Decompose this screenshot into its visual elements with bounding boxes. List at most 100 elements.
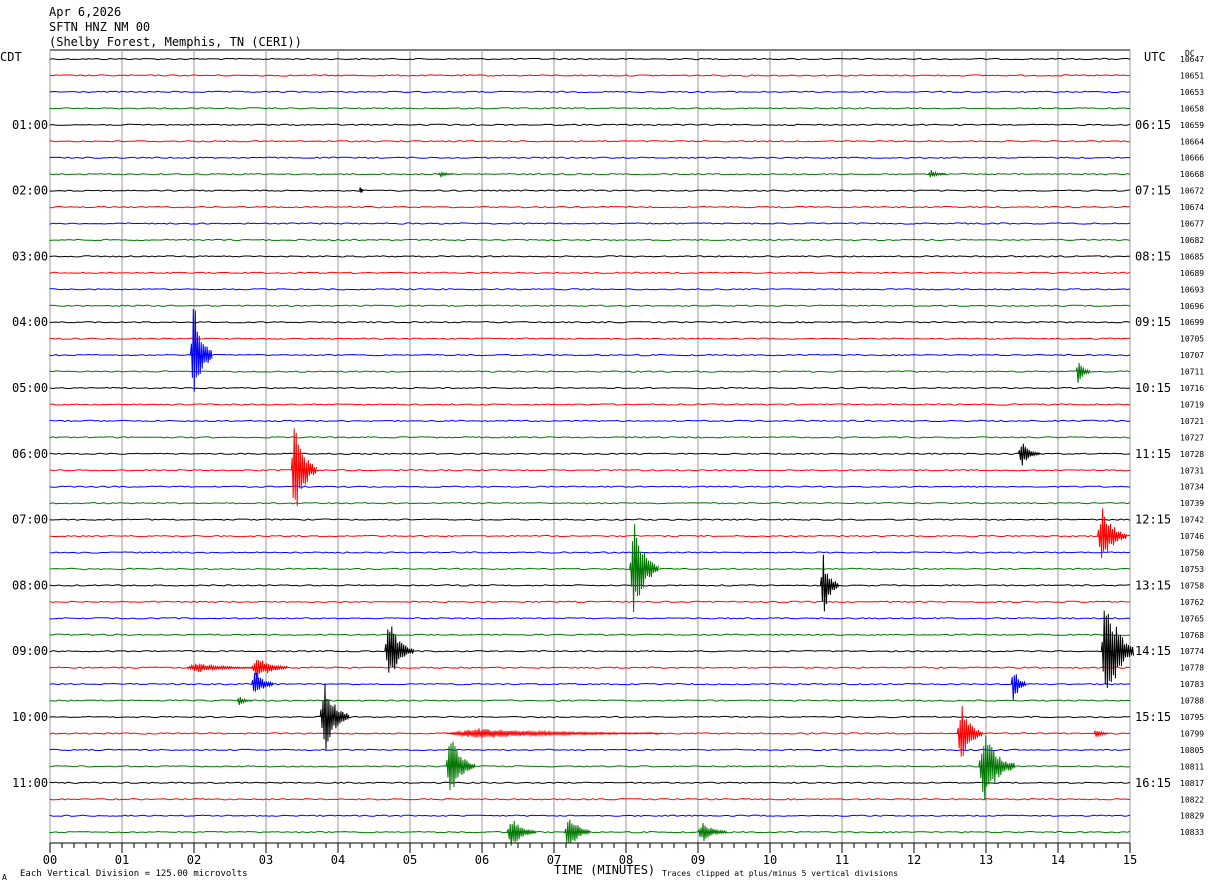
trace-row-16 — [49, 321, 1131, 324]
dc-value: 10672 — [1180, 187, 1204, 196]
trace-row-3 — [49, 107, 1131, 110]
dc-value: 10762 — [1180, 598, 1204, 607]
dc-value: 10677 — [1180, 220, 1204, 229]
event-24 — [564, 819, 591, 844]
right-time-labels: 06:15 07:15 08:15 09:15 10:15 11:15 12:15 13:15… — [1135, 118, 1171, 790]
event-1 — [928, 170, 947, 178]
dc-value: 10833 — [1180, 828, 1204, 837]
event-22 — [978, 735, 1016, 801]
dc-value: 10783 — [1180, 680, 1204, 689]
right-time-label: 10:15 — [1135, 381, 1171, 395]
trace-row-12 — [49, 255, 1131, 258]
trace-row-2 — [49, 90, 1131, 94]
event-19 — [956, 705, 983, 757]
header-location: (Shelby Forest, Memphis, TN (CERI)) — [49, 35, 302, 49]
trace-row-6 — [49, 156, 1131, 159]
dc-value: 10765 — [1180, 614, 1204, 623]
dc-value: 10758 — [1180, 581, 1204, 590]
event-20 — [1093, 729, 1109, 737]
clip-note: Traces clipped at plus/minus 5 vertical … — [662, 869, 898, 878]
trace-row-25 — [49, 469, 1131, 472]
dc-value: 10653 — [1180, 88, 1204, 97]
dc-value: 10693 — [1180, 285, 1204, 294]
x-tick-label: 10 — [763, 853, 777, 867]
x-tick-label: 11 — [835, 853, 849, 867]
event-2 — [359, 187, 364, 194]
dc-value: 10668 — [1180, 170, 1204, 179]
event-5 — [290, 428, 317, 507]
x-tick-label: 09 — [691, 853, 705, 867]
trace-row-38 — [49, 682, 1130, 686]
dc-value: 10778 — [1180, 664, 1204, 673]
x-tick-label: 05 — [403, 853, 417, 867]
event-11 — [1100, 610, 1135, 689]
trace-row-4 — [49, 123, 1131, 126]
dc-value: 10647 — [1180, 55, 1204, 64]
trace-row-39 — [49, 699, 1131, 702]
trace-row-44 — [49, 781, 1131, 784]
dc-value: 10727 — [1180, 433, 1204, 442]
trace-row-35 — [49, 633, 1131, 636]
dc-value: 10795 — [1180, 713, 1204, 722]
trace-row-0 — [49, 57, 1131, 61]
dc-value: 10829 — [1180, 812, 1204, 821]
left-timezone-label: CDT — [0, 50, 22, 64]
dc-value: 10674 — [1180, 203, 1204, 212]
trace-row-8 — [49, 189, 1131, 192]
dc-value: 10805 — [1180, 746, 1204, 755]
right-time-label: 15:15 — [1135, 710, 1171, 724]
trace-row-33 — [49, 600, 1131, 604]
event-16 — [236, 696, 252, 706]
trace-row-9 — [49, 205, 1130, 209]
trace-row-28 — [49, 518, 1131, 521]
dc-value: 10734 — [1180, 483, 1204, 492]
dc-value: 10817 — [1180, 779, 1204, 788]
left-time-label: 11:00 — [12, 776, 48, 790]
trace-row-17 — [49, 337, 1131, 340]
trace-row-40 — [49, 715, 1131, 719]
left-time-label: 05:00 — [12, 381, 48, 395]
dc-value: 10750 — [1180, 549, 1204, 558]
trace-row-14 — [49, 288, 1131, 291]
event-18 — [445, 728, 663, 739]
x-tick-label: 12 — [907, 853, 921, 867]
left-time-label: 09:00 — [12, 644, 48, 658]
trace-row-32 — [49, 584, 1131, 587]
left-time-labels: 01:00 02:00 03:00 04:00 05:00 06:00 07:00 08:00… — [12, 118, 48, 790]
x-tick-label: 00 — [43, 853, 57, 867]
left-time-label: 07:00 — [12, 513, 48, 527]
trace-row-24 — [49, 452, 1131, 455]
dc-value: 10651 — [1180, 71, 1204, 80]
trace-row-43 — [49, 765, 1131, 768]
event-4 — [1075, 362, 1091, 383]
left-time-label: 10:00 — [12, 710, 48, 724]
dc-value: 10774 — [1180, 647, 1204, 656]
right-time-label: 06:15 — [1135, 118, 1171, 132]
trace-row-1 — [49, 74, 1131, 77]
dc-value: 10739 — [1180, 499, 1204, 508]
event-6 — [1017, 443, 1041, 466]
trace-row-31 — [49, 567, 1131, 571]
left-time-label: 06:00 — [12, 447, 48, 461]
dc-value: 10705 — [1180, 335, 1204, 344]
event-25 — [697, 822, 728, 842]
trace-row-46 — [49, 814, 1131, 817]
trace-row-19 — [49, 370, 1131, 373]
trace-row-36 — [49, 650, 1131, 653]
trace-row-11 — [49, 238, 1131, 242]
trace-row-18 — [49, 353, 1131, 357]
x-axis: 00 01 02 03 04 05 06 07 08 09 10 11 12 13 14 15 — [43, 842, 1137, 867]
trace-row-15 — [49, 304, 1131, 307]
dc-value: 10728 — [1180, 450, 1204, 459]
x-tick-label: 13 — [979, 853, 993, 867]
header-date: Apr 6,2026 — [49, 5, 121, 19]
trace-row-34 — [49, 617, 1131, 620]
corner-mark: A — [2, 873, 7, 882]
trace-row-42 — [49, 748, 1131, 752]
dc-value: 10711 — [1180, 368, 1204, 377]
trace-row-26 — [49, 485, 1131, 488]
event-9 — [819, 554, 839, 612]
trace-row-7 — [49, 172, 1131, 176]
scale-note: Each Vertical Division = 125.00 microvol… — [20, 869, 248, 879]
trace-row-20 — [49, 386, 1131, 390]
